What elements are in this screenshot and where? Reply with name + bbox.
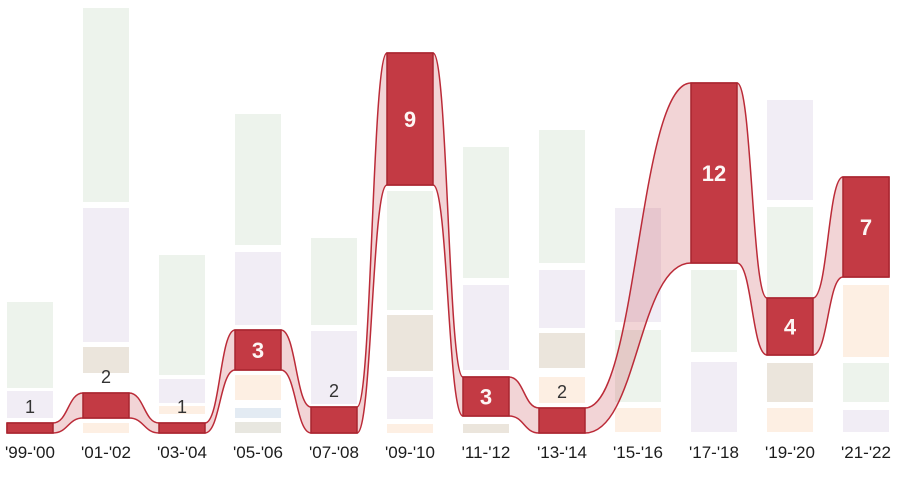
background-segment xyxy=(235,114,281,245)
background-segment xyxy=(767,100,813,200)
value-label: 12 xyxy=(702,161,726,186)
x-axis-label: '19-'20 xyxy=(765,443,815,462)
value-bar[interactable] xyxy=(766,297,814,356)
background-segment xyxy=(159,379,205,403)
value-bar[interactable] xyxy=(234,329,282,371)
value-label: 2 xyxy=(101,367,111,387)
background-segment xyxy=(387,191,433,310)
background-segment xyxy=(615,330,661,402)
x-axis-label: '03-'04 xyxy=(157,443,207,462)
background-segment xyxy=(843,363,889,402)
value-bar[interactable] xyxy=(6,422,54,434)
background-segment xyxy=(235,408,281,418)
background-segment xyxy=(843,410,889,432)
x-axis-label: '99-'00 xyxy=(5,443,55,462)
x-axis-label: '13-'14 xyxy=(537,443,587,462)
x-axis-label: '07-'08 xyxy=(309,443,359,462)
background-segment xyxy=(235,422,281,433)
background-segment xyxy=(463,424,509,433)
background-segment xyxy=(235,252,281,325)
background-segment xyxy=(767,363,813,402)
value-bar[interactable] xyxy=(82,392,130,419)
background-segment xyxy=(83,347,129,373)
background-segment xyxy=(463,147,509,278)
value-bar[interactable] xyxy=(842,176,890,278)
value-label: 3 xyxy=(252,338,264,363)
background-segment xyxy=(311,331,357,404)
background-segment xyxy=(159,255,205,375)
value-label: 9 xyxy=(404,107,416,132)
background-segment xyxy=(235,375,281,400)
x-axis-label: '05-'06 xyxy=(233,443,283,462)
background-segment xyxy=(539,377,585,403)
x-axis-label: '09-'10 xyxy=(385,443,435,462)
x-axis-label: '11-'12 xyxy=(462,443,511,462)
background-segment xyxy=(539,333,585,368)
background-segment xyxy=(83,208,129,342)
x-axis-label: '17-'18 xyxy=(689,443,739,462)
value-label: 2 xyxy=(329,381,339,401)
ribbon-band xyxy=(6,52,890,434)
background-segment xyxy=(691,270,737,352)
value-label: 1 xyxy=(177,397,187,417)
background-segment xyxy=(7,391,53,418)
value-bar[interactable] xyxy=(310,406,358,434)
background-segment xyxy=(691,362,737,432)
background-segment xyxy=(387,377,433,419)
value-label: 3 xyxy=(480,384,492,409)
background-segment xyxy=(83,423,129,433)
value-label: 1 xyxy=(25,397,35,417)
value-bar[interactable] xyxy=(462,376,510,417)
background-segment xyxy=(539,130,585,263)
background-segment xyxy=(387,315,433,371)
value-bar[interactable] xyxy=(386,52,434,186)
x-axis-label: '21-'22 xyxy=(841,443,891,462)
background-segment xyxy=(387,424,433,433)
value-label: 2 xyxy=(557,382,567,402)
background-segment xyxy=(83,8,129,202)
x-axis-label: '01-'02 xyxy=(81,443,131,462)
background-segment xyxy=(539,270,585,328)
value-bar[interactable] xyxy=(158,422,206,434)
x-axis-label: '15-'16 xyxy=(613,443,663,462)
value-bar[interactable] xyxy=(538,407,586,434)
value-label: 7 xyxy=(860,215,872,240)
background-segment xyxy=(615,408,661,432)
value-label: 4 xyxy=(784,314,797,339)
background-segment xyxy=(463,285,509,370)
background-segment xyxy=(159,406,205,414)
background-segment xyxy=(7,302,53,388)
background-segment xyxy=(767,207,813,297)
value-bar[interactable] xyxy=(690,82,738,264)
background-segment xyxy=(843,285,889,357)
background-segment xyxy=(311,238,357,325)
background-segment xyxy=(767,408,813,432)
